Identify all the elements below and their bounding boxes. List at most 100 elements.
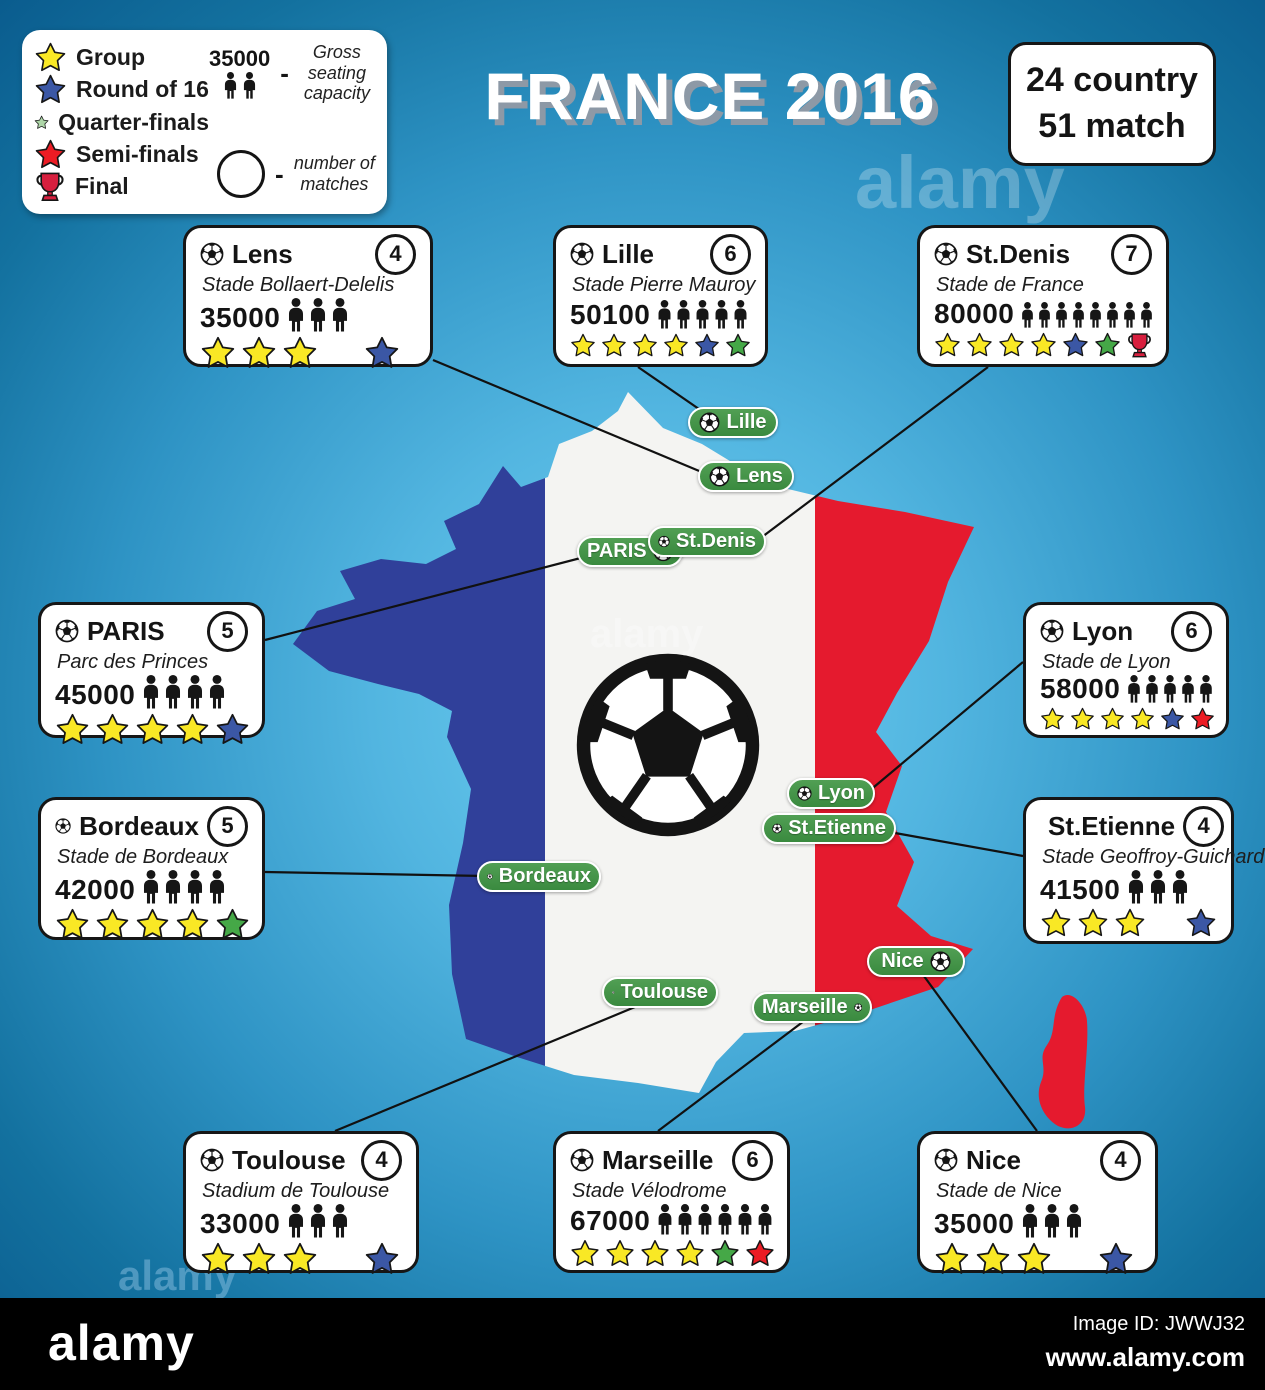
person-icon xyxy=(731,300,750,329)
person-icon xyxy=(222,72,239,99)
match-count-badge: 4 xyxy=(375,233,416,275)
yellow-star-icon xyxy=(675,1239,705,1268)
star-icon xyxy=(1160,707,1185,731)
star-icon xyxy=(34,139,67,170)
soccer-ball-icon xyxy=(699,412,720,433)
star-icon xyxy=(1100,707,1125,731)
capacity-row: 45000 xyxy=(55,675,248,709)
star-icon xyxy=(1070,707,1095,731)
legend-row-green_light: Quarter-finals xyxy=(34,107,209,138)
map-pill-label: Lyon xyxy=(817,782,865,804)
soccer-ball-icon xyxy=(200,242,224,266)
person-icon xyxy=(1070,302,1087,328)
person-icon xyxy=(1053,302,1070,328)
stars-row xyxy=(934,1242,1141,1276)
capacity-row: 33000 xyxy=(200,1204,402,1238)
tournament-stats-box: 24 country 51 match xyxy=(1008,42,1216,166)
person-icon xyxy=(735,1204,755,1235)
yellow-star-icon xyxy=(95,713,130,746)
person-icon xyxy=(1063,1204,1085,1238)
card-city-name: St.Denis xyxy=(966,238,1071,269)
star-icon xyxy=(364,336,400,370)
yellow-star-icon xyxy=(135,713,170,746)
yellow-star-icon xyxy=(282,336,318,370)
stadium-card-marseille: Marseille 6 Stade Vélodrome 67000 xyxy=(553,1131,790,1273)
map-pill-label: Marseille xyxy=(762,996,848,1018)
star-icon xyxy=(282,1242,318,1276)
match-count-value: 4 xyxy=(389,241,402,266)
match-count-value: 5 xyxy=(221,813,234,838)
capacity-value: 33000 xyxy=(200,1208,281,1239)
capacity-value: 35000 xyxy=(934,1208,1015,1239)
person-icon xyxy=(1147,870,1169,904)
card-header: Lens 4 xyxy=(200,233,416,275)
star-icon xyxy=(1098,1242,1134,1276)
person-icon xyxy=(1125,675,1143,703)
capacity-value: 45000 xyxy=(55,679,136,710)
trophy-icon xyxy=(34,171,66,203)
card-city-name: Toulouse xyxy=(232,1144,346,1175)
star-icon xyxy=(215,713,250,746)
stadium-name: Stade Pierre Mauroy xyxy=(572,274,756,296)
star-icon xyxy=(934,1242,970,1276)
yellow-star-icon xyxy=(1070,707,1095,731)
card-city-name: Nice xyxy=(966,1144,1021,1175)
soccer-ball-icon xyxy=(487,866,493,887)
match-count-value: 7 xyxy=(1125,241,1138,266)
people-icons xyxy=(1019,302,1155,328)
matches-circle-icon xyxy=(217,150,265,198)
trophy-icon xyxy=(1126,332,1153,359)
person-icon xyxy=(329,1204,351,1238)
yellow-star-icon xyxy=(640,1239,670,1268)
legend-descriptions: 35000 - Gross seating capacity - number … xyxy=(209,40,375,204)
star-icon xyxy=(710,1239,740,1268)
star-icon xyxy=(175,713,210,746)
yellow-star-icon xyxy=(975,1242,1011,1276)
person-icon xyxy=(1036,302,1053,328)
person-icon xyxy=(162,870,184,904)
star-gap xyxy=(323,1242,359,1276)
star-icon xyxy=(1040,707,1065,731)
soccer-ball-icon xyxy=(934,242,958,266)
person-icon xyxy=(715,1204,735,1235)
person-icon xyxy=(693,300,712,329)
stadium-name: Stade Vélodrome xyxy=(572,1180,727,1202)
person-icon xyxy=(655,1204,675,1235)
blue-star-icon xyxy=(364,336,400,370)
soccer-ball-icon xyxy=(200,1148,224,1172)
stadium-name: Stade Geoffroy-Guichard xyxy=(1042,846,1265,868)
yellow-star-icon xyxy=(282,1242,318,1276)
yellow-star-icon xyxy=(1040,908,1072,938)
star-icon xyxy=(55,908,90,941)
star-icon xyxy=(1094,332,1121,358)
card-city-name: Bordeaux xyxy=(79,810,199,841)
card-city-name: Lyon xyxy=(1072,615,1134,646)
person-icon xyxy=(206,870,228,904)
legend-box: Group Round of 16 Quarter-finals Semi-final… xyxy=(22,30,387,214)
match-count-value: 4 xyxy=(1114,1147,1127,1172)
capacity-value: 80000 xyxy=(934,298,1015,329)
stadium-card-stdenis: St.Denis 7 Stade de France 80000 xyxy=(917,225,1169,367)
person-icon xyxy=(1019,302,1036,328)
card-header: Bordeaux 5 xyxy=(55,805,248,847)
person-icon xyxy=(674,300,693,329)
yellow-star-icon xyxy=(601,333,627,358)
yellow-star-icon xyxy=(1077,908,1109,938)
star-icon xyxy=(605,1239,635,1268)
star-icon xyxy=(694,333,720,358)
stars-row xyxy=(1040,707,1212,731)
legend-row-trophy: Final xyxy=(34,171,209,202)
star-icon xyxy=(55,713,90,746)
yellow-star-icon xyxy=(95,908,130,941)
star-icon xyxy=(95,908,130,941)
people-icons xyxy=(285,1204,351,1238)
soccer-ball-icon xyxy=(797,783,812,804)
person-icon xyxy=(1138,302,1155,328)
soccer-ball-icon xyxy=(570,242,594,266)
capacity-value: 41500 xyxy=(1040,874,1121,905)
card-header: Nice 4 xyxy=(934,1139,1141,1181)
soccer-ball-icon xyxy=(930,951,951,972)
stadium-card-lyon: Lyon 6 Stade de Lyon 58000 xyxy=(1023,602,1229,738)
yellow-star-icon xyxy=(570,333,596,358)
star-icon xyxy=(1030,332,1057,358)
